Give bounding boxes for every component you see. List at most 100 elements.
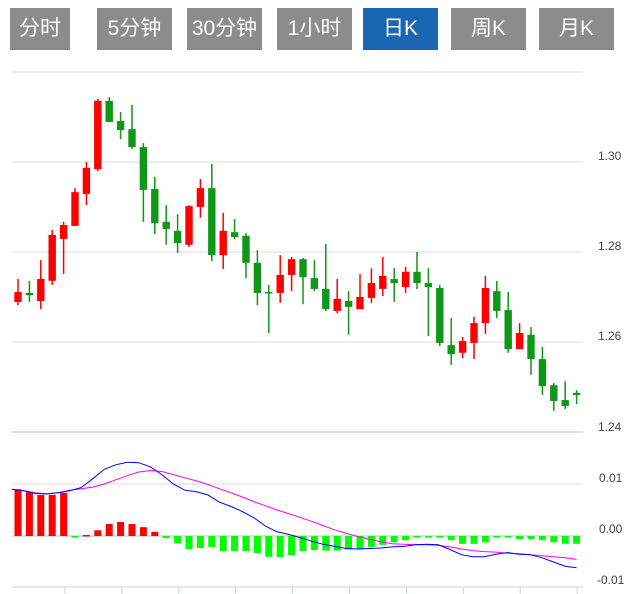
candle-body bbox=[572, 392, 581, 396]
candle bbox=[276, 255, 284, 303]
macd-histogram-bar bbox=[265, 536, 273, 557]
macd-histogram-bar bbox=[196, 536, 204, 548]
macd-histogram-bar bbox=[436, 536, 444, 538]
candle bbox=[265, 284, 273, 333]
macd-histogram-bar bbox=[481, 536, 489, 543]
tab-30-minute[interactable]: 30分钟 bbox=[187, 8, 262, 50]
candle bbox=[151, 176, 159, 234]
candle-body bbox=[14, 292, 22, 302]
dif-line bbox=[11, 461, 577, 569]
y-tick-label: 1.28 bbox=[598, 239, 622, 253]
candle-body bbox=[82, 167, 91, 194]
candle-body bbox=[71, 192, 79, 226]
macd-histogram-bar bbox=[219, 536, 227, 552]
tab-1-hour[interactable]: 1小时 bbox=[277, 8, 352, 50]
candle bbox=[71, 188, 79, 226]
candle bbox=[162, 205, 170, 245]
macd-histogram-bar bbox=[14, 489, 22, 536]
candle bbox=[322, 243, 330, 311]
candle bbox=[515, 323, 524, 350]
candle bbox=[139, 143, 148, 222]
candle bbox=[481, 275, 490, 334]
candle-body bbox=[162, 221, 170, 230]
macd-histogram-bar bbox=[322, 536, 330, 551]
macd-histogram-bar bbox=[151, 531, 159, 536]
candle bbox=[128, 104, 136, 149]
candle bbox=[173, 214, 182, 253]
macd-histogram-bar bbox=[276, 536, 284, 558]
axis-labels: 1.30 1.28 1.26 1.24 0.01 0.00 -0.01 bbox=[597, 149, 625, 587]
candle bbox=[253, 250, 262, 306]
macd-histogram-bar bbox=[82, 534, 90, 537]
candle bbox=[219, 212, 227, 270]
candle-body bbox=[116, 121, 125, 131]
macd-tick-label: 0.00 bbox=[599, 522, 623, 536]
candle bbox=[333, 279, 341, 314]
candle-body bbox=[25, 292, 34, 296]
y-tick-label: 1.26 bbox=[598, 329, 622, 343]
candle bbox=[367, 268, 376, 303]
candle-body bbox=[493, 291, 501, 311]
candle-body bbox=[196, 188, 205, 207]
macd-histogram-bar bbox=[493, 536, 501, 538]
tab-weekly-k[interactable]: 周K bbox=[451, 8, 526, 50]
candle-body bbox=[344, 301, 353, 307]
candle bbox=[436, 284, 444, 347]
candle bbox=[116, 112, 125, 140]
macd-histogram-bar bbox=[333, 536, 341, 551]
candle bbox=[196, 179, 205, 218]
candle-body bbox=[333, 298, 341, 311]
macd-histogram-bar bbox=[413, 536, 421, 538]
macd-histogram-bar bbox=[470, 536, 478, 544]
macd-histogram-bar bbox=[25, 491, 33, 536]
macd-histogram-bar bbox=[538, 536, 546, 541]
candle-body bbox=[105, 100, 113, 122]
candle bbox=[390, 268, 398, 302]
candle-body bbox=[322, 288, 330, 310]
macd-histogram-bar bbox=[573, 536, 581, 544]
macd-histogram-bar bbox=[288, 536, 296, 556]
candle bbox=[538, 346, 547, 396]
macd-panel bbox=[11, 461, 581, 569]
macd-histogram-bar bbox=[299, 536, 307, 552]
candle-body bbox=[208, 188, 216, 256]
candle-body bbox=[128, 129, 136, 148]
tab-5-minute[interactable]: 5分钟 bbox=[97, 8, 172, 50]
candles bbox=[14, 97, 581, 411]
macd-histogram-bar bbox=[447, 536, 455, 541]
candle bbox=[344, 291, 353, 335]
candle-body bbox=[561, 400, 569, 406]
candle bbox=[470, 316, 478, 360]
candle bbox=[37, 260, 45, 310]
candle-body bbox=[481, 288, 490, 324]
candle-body bbox=[265, 292, 273, 294]
candle-body bbox=[527, 334, 535, 360]
macd-histogram-bar bbox=[128, 524, 136, 536]
macd-histogram-bar bbox=[174, 536, 182, 544]
macd-histogram-bar bbox=[527, 536, 535, 540]
macd-histogram-bar bbox=[208, 536, 216, 547]
macd-histogram-bar bbox=[310, 536, 318, 551]
candle bbox=[447, 318, 455, 365]
candle bbox=[25, 280, 34, 302]
candle bbox=[230, 219, 239, 239]
macd-histogram-bar bbox=[231, 536, 239, 552]
macd-histogram-bar bbox=[48, 494, 56, 536]
candle bbox=[572, 390, 581, 405]
dea-line bbox=[11, 469, 577, 560]
candle bbox=[458, 337, 467, 359]
candle-body bbox=[424, 283, 433, 288]
candle-body bbox=[436, 288, 444, 343]
macd-histogram-bar bbox=[253, 536, 261, 554]
tab-daily-k[interactable]: 日K bbox=[363, 8, 438, 50]
macd-histogram-bar bbox=[242, 536, 250, 552]
candle-body bbox=[276, 274, 284, 293]
macd-histogram-bar bbox=[356, 536, 364, 550]
tab-monthly-k[interactable]: 月K bbox=[539, 8, 614, 50]
macd-histogram-bar bbox=[94, 530, 102, 536]
macd-histogram-bar bbox=[402, 536, 410, 541]
tab-minute-line[interactable]: 分时线 bbox=[10, 8, 70, 82]
candle-body bbox=[37, 279, 45, 302]
candle-body bbox=[538, 359, 547, 387]
